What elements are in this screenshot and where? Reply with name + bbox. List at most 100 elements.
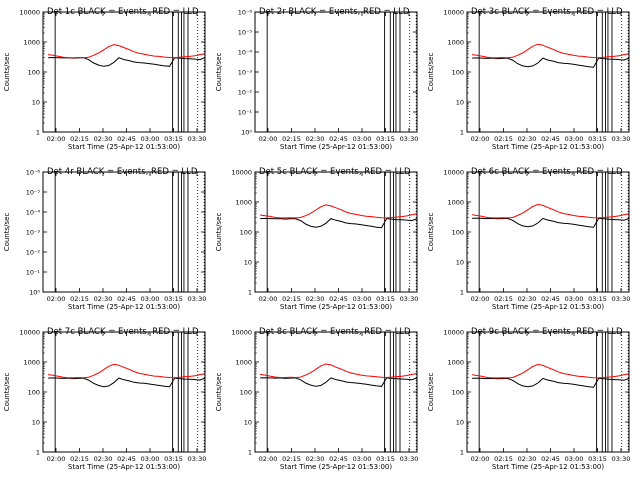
x-tick-label: 03:00 xyxy=(353,455,372,463)
chart-panel-8c: Det 8c BLACK = Events, RED = LLD Counts/s… xyxy=(215,327,418,471)
x-axis-label: Start Time (25-Apr-12 01:53:00) xyxy=(68,463,180,471)
lld-series-line xyxy=(472,203,630,219)
plot-frame xyxy=(466,171,630,293)
y-tick-label: 10 xyxy=(456,99,464,107)
x-tick-label: 02:00 xyxy=(47,455,66,463)
y-tick-label: 10000 xyxy=(231,329,252,337)
x-axis-label: Start Time (25-Apr-12 01:53:00) xyxy=(280,143,392,151)
x-tick-label: 02:30 xyxy=(306,455,325,463)
x-tick-label: 02:00 xyxy=(47,295,66,303)
x-tick-label: 02:30 xyxy=(94,135,113,143)
plot-frame xyxy=(254,331,418,453)
y-tick-label: 1 xyxy=(460,449,464,457)
x-tick-label: 03:00 xyxy=(353,295,372,303)
x-tick-label: 02:30 xyxy=(518,295,537,303)
x-tick-label: 03:30 xyxy=(612,135,631,143)
events-series-line xyxy=(472,377,630,388)
x-tick-label: 02:00 xyxy=(471,455,490,463)
x-tick-label: 03:15 xyxy=(164,135,183,143)
plot-frame xyxy=(466,11,630,133)
x-tick-label: 02:30 xyxy=(518,455,537,463)
y-tick-label: 1 xyxy=(460,289,464,297)
y-tick-label: 1000 xyxy=(235,359,252,367)
chart-title: Det 2r BLACK = Events, RED = LLD xyxy=(259,7,410,17)
y-tick-label: 10⁻⁵ xyxy=(26,189,41,197)
plot-frame xyxy=(254,171,418,293)
y-tick-label: 1000 xyxy=(23,359,40,367)
x-tick-label: 03:15 xyxy=(376,455,395,463)
x-tick-label: 02:30 xyxy=(94,295,113,303)
y-tick-label: 1 xyxy=(36,449,40,457)
chart-title: Det 4r BLACK = Events, RED = LLD xyxy=(47,167,198,177)
x-tick-label: 02:00 xyxy=(471,295,490,303)
lld-series-line xyxy=(48,44,206,59)
chart-panel-5c: Det 5c BLACK = Events, RED = LLD Counts/s… xyxy=(215,167,418,311)
x-axis-label: Start Time (25-Apr-12 01:53:00) xyxy=(280,463,392,471)
y-tick-label: 1 xyxy=(248,289,252,297)
y-tick-label: 1000 xyxy=(23,39,40,47)
x-tick-label: 03:00 xyxy=(141,295,160,303)
plot-frame xyxy=(42,171,206,293)
x-tick-label: 02:45 xyxy=(117,135,136,143)
y-tick-label: 100 xyxy=(452,69,464,77)
x-tick-label: 02:15 xyxy=(70,455,89,463)
y-tick-label: 10⁰ xyxy=(241,129,252,137)
chart-panel-9c: Det 9c BLACK = Events, RED = LLD Counts/s… xyxy=(427,327,630,471)
y-tick-label: 10⁻² xyxy=(26,249,41,257)
y-axis-label: Counts/sec xyxy=(215,53,223,92)
x-tick-label: 02:45 xyxy=(329,455,348,463)
y-axis-label: Counts/sec xyxy=(215,373,223,412)
x-tick-label: 02:00 xyxy=(47,135,66,143)
x-tick-label: 03:30 xyxy=(612,455,631,463)
x-tick-label: 02:30 xyxy=(94,455,113,463)
y-axis-label: Counts/sec xyxy=(427,213,435,252)
x-tick-label: 02:30 xyxy=(306,295,325,303)
y-tick-label: 10⁻⁶ xyxy=(238,9,253,17)
events-series-line xyxy=(48,377,206,388)
x-tick-label: 02:15 xyxy=(494,135,513,143)
y-tick-label: 1 xyxy=(460,129,464,137)
y-axis-label: Counts/sec xyxy=(427,53,435,92)
y-tick-label: 100 xyxy=(452,389,464,397)
y-axis-label: Counts/sec xyxy=(3,373,11,412)
x-tick-label: 03:30 xyxy=(612,295,631,303)
x-tick-label: 02:30 xyxy=(306,135,325,143)
y-axis-label: Counts/sec xyxy=(3,213,11,252)
x-axis-label: Start Time (25-Apr-12 01:53:00) xyxy=(492,463,604,471)
events-series-line xyxy=(472,217,630,228)
x-tick-label: 03:30 xyxy=(400,295,419,303)
y-tick-label: 10⁻² xyxy=(238,89,253,97)
y-tick-label: 10⁻⁴ xyxy=(26,209,41,217)
lld-series-line xyxy=(48,363,206,379)
x-tick-label: 02:00 xyxy=(259,295,278,303)
x-axis-label: Start Time (25-Apr-12 01:53:00) xyxy=(68,303,180,311)
y-tick-label: 10⁻³ xyxy=(238,69,253,77)
y-tick-label: 10 xyxy=(456,259,464,267)
y-tick-label: 10⁻¹ xyxy=(26,269,41,277)
y-axis-label: Counts/sec xyxy=(3,53,11,92)
events-series-line xyxy=(472,57,630,68)
y-tick-label: 10 xyxy=(32,99,40,107)
x-axis-label: Start Time (25-Apr-12 01:53:00) xyxy=(492,143,604,151)
x-tick-label: 03:15 xyxy=(376,135,395,143)
x-tick-label: 02:45 xyxy=(329,135,348,143)
x-tick-label: 02:45 xyxy=(541,135,560,143)
y-tick-label: 10⁻⁶ xyxy=(26,169,41,177)
x-tick-label: 03:00 xyxy=(353,135,372,143)
x-tick-label: 03:30 xyxy=(188,135,207,143)
chart-panel-6c: Det 6c BLACK = Events, RED = LLD Counts/s… xyxy=(427,167,630,311)
x-tick-label: 02:15 xyxy=(70,295,89,303)
y-tick-label: 10000 xyxy=(443,9,464,17)
x-tick-label: 03:15 xyxy=(376,295,395,303)
plot-frame xyxy=(466,331,630,453)
x-axis-label: Start Time (25-Apr-12 01:53:00) xyxy=(492,303,604,311)
y-tick-label: 10 xyxy=(244,259,252,267)
y-tick-label: 10000 xyxy=(19,329,40,337)
events-series-line xyxy=(260,377,418,387)
x-tick-label: 03:00 xyxy=(565,135,584,143)
y-tick-label: 100 xyxy=(452,229,464,237)
y-tick-label: 10000 xyxy=(19,9,40,17)
x-tick-label: 02:00 xyxy=(471,135,490,143)
y-tick-label: 10000 xyxy=(231,169,252,177)
y-tick-label: 10⁻¹ xyxy=(238,109,253,117)
